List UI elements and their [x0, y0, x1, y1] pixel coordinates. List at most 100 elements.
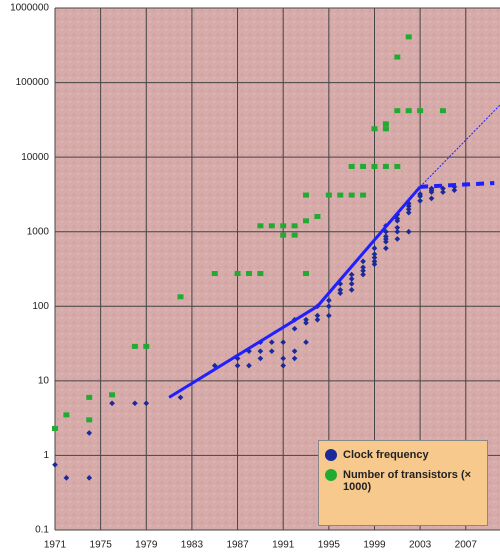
point [326, 297, 332, 304]
point [417, 108, 424, 114]
legend-marker [325, 469, 337, 481]
point [303, 218, 310, 224]
point [280, 223, 287, 229]
legend-marker [325, 449, 337, 461]
trend-line [168, 185, 422, 399]
point [405, 34, 412, 40]
legend: Clock frequency Number of transistors (× … [318, 440, 488, 526]
point [451, 187, 458, 194]
point [360, 192, 367, 198]
legend-label: Clock frequency [343, 449, 429, 461]
point [371, 245, 378, 252]
point [348, 163, 355, 169]
point [143, 400, 150, 407]
point [280, 362, 287, 369]
point [303, 192, 310, 198]
point [257, 348, 264, 355]
legend-label: Number of transistors (× 1000) [343, 469, 472, 493]
point [394, 54, 401, 60]
trend-line [420, 181, 495, 189]
y-tick-label: 100 [32, 301, 49, 312]
trend-line [419, 104, 500, 188]
point [337, 287, 344, 293]
point [245, 271, 252, 277]
point [394, 224, 401, 231]
point [280, 355, 287, 362]
legend-item: Number of transistors (× 1000) [325, 469, 481, 493]
point [177, 394, 184, 401]
point [257, 355, 264, 362]
point [417, 191, 423, 197]
point [303, 339, 309, 346]
point [394, 228, 401, 235]
point [371, 258, 378, 265]
point [280, 339, 287, 346]
point [86, 475, 93, 481]
x-tick-label: 1995 [318, 540, 341, 551]
point [383, 233, 389, 240]
point [109, 400, 115, 407]
point [428, 195, 435, 202]
point [348, 281, 355, 287]
point [257, 271, 264, 277]
point [360, 267, 366, 274]
point [291, 223, 298, 229]
point [405, 228, 412, 235]
point [394, 236, 401, 242]
point [291, 355, 298, 362]
point [371, 163, 378, 169]
point [394, 108, 401, 114]
point [303, 320, 309, 326]
point [177, 294, 184, 300]
y-tick-label: 1000000 [10, 3, 49, 14]
y-tick-label: 100000 [16, 77, 50, 88]
point [348, 271, 355, 278]
point [132, 400, 138, 407]
point [371, 261, 378, 268]
x-tick-label: 1979 [135, 540, 158, 551]
point [337, 290, 344, 296]
x-tick-label: 1991 [272, 540, 295, 551]
point [371, 126, 378, 132]
point [211, 271, 218, 277]
point [268, 223, 275, 229]
point [394, 163, 401, 169]
y-tick-label: 1 [43, 450, 49, 461]
point [52, 425, 58, 431]
point [303, 316, 309, 323]
point [405, 209, 412, 216]
x-tick-label: 1975 [90, 540, 113, 551]
point [440, 189, 446, 195]
x-tick-label: 2003 [409, 540, 432, 551]
point [143, 343, 150, 349]
point [326, 312, 332, 319]
point [360, 264, 366, 271]
point [360, 271, 366, 278]
point [291, 232, 298, 238]
point [234, 271, 241, 277]
x-tick-label: 1999 [363, 540, 386, 551]
point [86, 430, 93, 436]
point [405, 206, 412, 213]
x-tick-label: 1987 [226, 540, 249, 551]
point [383, 238, 389, 245]
point [382, 163, 389, 169]
point [348, 287, 355, 293]
point [314, 312, 321, 319]
point [291, 325, 298, 332]
point [383, 245, 389, 252]
point [109, 392, 116, 398]
point [268, 339, 275, 346]
y-tick-label: 1000 [27, 226, 50, 237]
point [314, 213, 321, 219]
x-tick-label: 2007 [455, 540, 478, 551]
point [86, 417, 93, 423]
point [348, 192, 355, 198]
point [371, 251, 378, 257]
y-tick-label: 0.1 [35, 525, 49, 536]
point [280, 232, 287, 238]
point [234, 362, 241, 369]
point [63, 475, 70, 481]
